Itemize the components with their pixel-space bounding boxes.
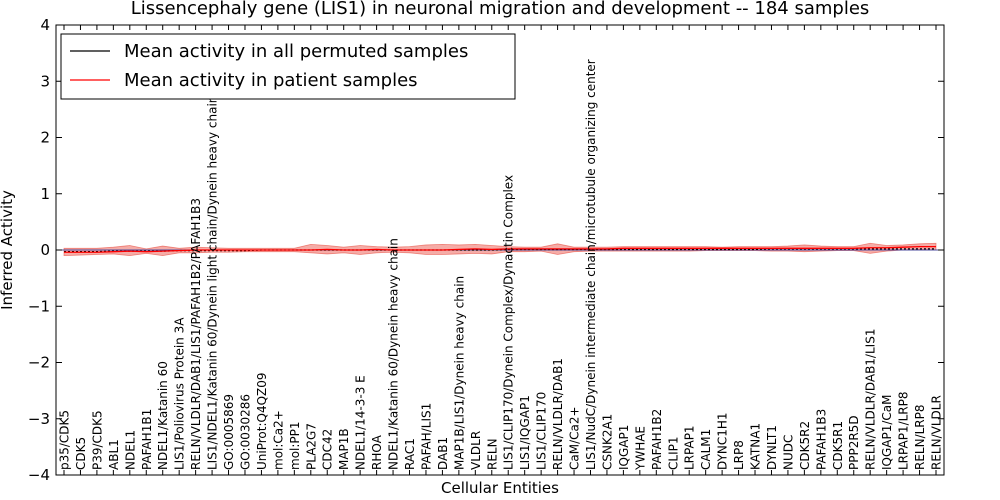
x-tick-label: PAFAH1B2 — [650, 409, 664, 470]
y-tick-label: −2 — [28, 354, 50, 372]
x-tick-label: LIS1/NudC/Dynein intermediate chain/micr… — [584, 59, 598, 470]
x-tick-label: P39/CDK5 — [90, 410, 104, 470]
y-tick-label: −4 — [28, 466, 50, 484]
x-tick-label: NDEL1 — [123, 430, 137, 470]
x-tick-label: RELN/VLDLR — [930, 395, 944, 470]
y-tick-label: 4 — [40, 16, 50, 34]
x-tick-label: RELN/LRP8 — [913, 404, 927, 470]
x-tick-label: GO:0005869 — [222, 394, 236, 470]
x-tick-label: YWHAE — [633, 426, 647, 471]
series-line-patient — [64, 245, 936, 253]
x-tick-label: CDK5 — [74, 437, 88, 470]
x-tick-label: LIS1/NDEL1/Katanin 60/Dynein light chain… — [206, 96, 220, 470]
x-tick-label: PAFAH1B3 — [814, 409, 828, 470]
x-tick-label: PAFAH/LIS1 — [419, 403, 433, 470]
x-tick-label: NDEL1/Katanin 60 — [156, 361, 170, 470]
x-tick-label: MAP1B — [337, 428, 351, 470]
y-tick-label: 0 — [40, 241, 50, 259]
x-tick-label: DAB1 — [436, 437, 450, 470]
x-tick-label: IQGAP1 — [617, 425, 631, 470]
x-tick-label: RELN/VLDLR/DAB1/LIS1 — [864, 329, 878, 470]
legend: Mean activity in all permuted samples Me… — [60, 33, 516, 100]
x-tick-label: RELN/VLDLR/DAB1 — [551, 358, 565, 470]
x-tick-label: CALM1 — [699, 429, 713, 470]
x-tick-label: LRP8 — [732, 440, 746, 470]
x-tick-label: PLA2G7 — [304, 423, 318, 470]
x-tick-label: mol:PP1 — [288, 421, 302, 470]
x-tick-label: LIS1/CLIP170 — [535, 392, 549, 470]
x-tick-label: CaM/Ca2+ — [568, 406, 582, 470]
x-tick-label: CDC42 — [321, 429, 335, 470]
x-tick-label: VLDLR — [469, 431, 483, 470]
x-axis-label: Cellular Entities — [441, 479, 559, 497]
x-tick-label: RELN/VLDLR/DAB1/LIS1/PAFAH1B2/PAFAH1B3 — [189, 198, 203, 470]
y-tick-label: 2 — [40, 129, 50, 147]
x-tick-label: PAFAH1B1 — [140, 409, 154, 470]
x-tick-label: NUDC — [781, 435, 795, 470]
x-tick-label: MAP1B/LIS1/Dynein heavy chain — [452, 276, 466, 470]
y-axis: −4 −3 −2 −1 0 1 2 3 4 — [28, 16, 944, 484]
x-tick-label: KATNA1 — [749, 423, 763, 470]
y-tick-label: −3 — [28, 410, 50, 428]
x-axis: p35/CDK5 CDK5 P39/CDK5 ABL1 NDEL1 PAFAH1B1 NDE… — [58, 25, 944, 475]
x-tick-label: UniProt:Q4QZ09 — [255, 372, 269, 470]
x-tick-label: NDEL1/Katanin 60/Dynein heavy chain — [387, 238, 401, 470]
chart-title: Lissencephaly gene (LIS1) in neuronal mi… — [131, 0, 870, 19]
y-tick-label: 1 — [40, 185, 50, 203]
series-lines — [64, 245, 936, 253]
x-tick-label: CDK5R2 — [798, 421, 812, 470]
x-tick-label: LRPAP1 — [683, 425, 697, 470]
x-tick-label: GO:0030286 — [238, 394, 252, 470]
legend-label-permuted: Mean activity in all permuted samples — [124, 41, 468, 62]
y-tick-label: 3 — [40, 72, 50, 90]
x-tick-label: ABL1 — [107, 439, 121, 470]
y-axis-label: Inferred Activity — [0, 190, 16, 310]
x-tick-label: RELN — [485, 438, 499, 470]
y-tick-label: −1 — [28, 297, 50, 315]
x-tick-label: mol:Ca2+ — [271, 410, 285, 470]
x-tick-label: DYNLT1 — [765, 425, 779, 470]
x-tick-label: NDEL1/14-3-3 E — [354, 375, 368, 470]
x-tick-label: DYNC1H1 — [716, 412, 730, 470]
legend-label-patient: Mean activity in patient samples — [124, 70, 418, 91]
x-tick-label: CSNK2A1 — [600, 414, 614, 470]
x-tick-label: CDK5R1 — [831, 421, 845, 470]
x-tick-label: RHOA — [370, 434, 384, 470]
x-tick-label: IQGAP1/CaM — [880, 395, 894, 471]
x-tick-label: LRPAP1/LRP8 — [897, 391, 911, 470]
x-tick-label: CLIP1 — [666, 437, 680, 470]
x-tick-label: LIS1/Poliovirus Protein 3A — [173, 317, 187, 470]
x-tick-label: RAC1 — [403, 438, 417, 470]
x-tick-label: LIS1/CLIP170/Dynein Complex/Dynactin Com… — [502, 175, 516, 470]
x-tick-label: PPP2R5D — [847, 415, 861, 470]
x-tick-label: LIS1/IQGAP1 — [518, 395, 532, 470]
x-tick-label: p35/CDK5 — [58, 410, 72, 470]
legend-box — [60, 33, 516, 100]
